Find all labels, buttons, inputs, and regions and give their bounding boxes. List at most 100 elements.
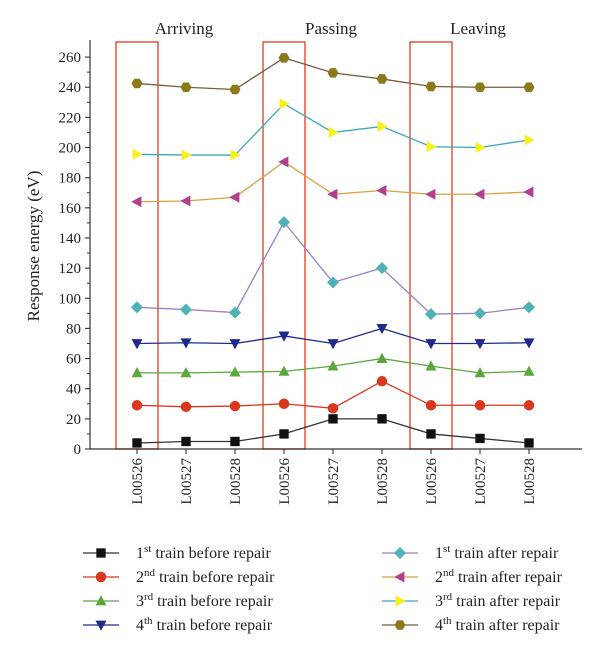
legend-marker [395,595,406,607]
data-point-s8-7 [425,81,437,92]
y-tick-label: 240 [59,80,82,96]
legend-ord: 2 [435,569,443,586]
data-point-s5-7 [424,308,438,321]
data-point-s4-7 [425,339,437,350]
section-label-1: Arriving [155,19,214,38]
legend-ord-suffix: th [144,615,153,627]
legend-ord-suffix: th [443,615,452,627]
data-point-s3-6 [376,352,388,363]
x-tick-label: L00527 [473,458,489,505]
data-point-s4-6 [376,324,388,335]
legend-ord: 1 [435,545,443,562]
data-point-s3-2 [180,367,192,378]
legend-label: 2nd train before repair [136,567,275,586]
legend-ord: 2 [136,569,144,586]
y-tick-label: 20 [66,412,81,428]
legend-rest: train before repair [155,569,275,586]
legend-item-4: 4th train before repair [83,615,273,634]
data-point-s8-6 [376,74,388,84]
data-point-s7-7 [426,141,437,153]
data-point-s5-2 [179,303,193,316]
legend-marker [394,620,406,630]
legend-ord-suffix: rd [144,591,154,603]
y-tick-label: 220 [59,110,82,126]
legend-ord-suffix: st [443,543,450,555]
data-point-s4-5 [327,339,339,350]
data-point-s2-4 [278,398,290,410]
legend-label: 1st train before repair [136,543,272,562]
legend-rest: train after repair [452,617,561,634]
legend-rest: train before repair [151,545,271,562]
y-axis-title: Response energy (eV) [24,171,43,322]
y-tick-label: 40 [66,382,81,398]
legend-rest: train after repair [450,545,559,562]
legend-rest: train before repair [153,617,273,634]
data-point-s6-8 [474,188,485,200]
data-point-s4-2 [180,338,192,349]
legend-rest: train before repair [153,593,273,610]
data-point-s6-3 [229,191,240,203]
legend-marker [95,571,107,583]
data-point-s1-5 [328,414,338,424]
data-point-s7-9 [524,134,535,146]
legend-item-1: 1st train before repair [83,543,272,562]
data-point-s3-5 [327,360,339,371]
x-tick-label: L00526 [424,458,440,505]
data-point-s8-8 [474,82,486,92]
legend-item-2: 2nd train before repair [83,567,275,586]
legend-ord: 3 [136,593,144,610]
y-tick-label: 200 [59,141,82,157]
series-line-5 [136,220,530,315]
data-point-s1-8 [475,433,485,444]
series-markers [130,53,536,448]
data-point-s1-7 [426,429,436,439]
data-point-s3-9 [523,365,535,376]
legend-item-3: 3rd train before repair [83,591,273,610]
data-point-s3-4 [278,365,290,376]
data-point-s4-3 [229,339,241,350]
data-point-s1-3 [230,436,240,447]
section-highlights: Arriving Passing Leaving [115,19,506,450]
data-point-s3-3 [229,366,241,377]
data-point-s6-5 [327,188,338,200]
legend-item-5: 1st train after repair [382,543,559,562]
x-tick-label: L00528 [375,458,391,505]
data-point-s8-9 [523,82,535,92]
section-label-2: Passing [305,19,357,38]
data-point-s8-1 [131,78,143,89]
data-point-s3-8 [474,367,486,378]
data-point-s6-4 [278,156,289,168]
data-point-s4-4 [278,331,290,342]
data-point-s5-4 [277,216,291,229]
y-tick-label: 100 [59,291,82,307]
legend-rest: train after repair [452,593,561,610]
axes: 0 20 40 60 80 100 120 140 160 180 200 220 240 260 L005… [59,40,582,505]
y-tick-label: 260 [59,50,82,66]
legend-label: 3rd train before repair [136,591,273,610]
data-point-s5-6 [375,262,389,275]
data-point-s4-1 [131,339,143,350]
data-point-s6-2 [180,195,191,207]
legend-label: 1st train after repair [435,543,559,562]
data-point-s1-9 [524,438,534,448]
legend-ord-suffix: nd [144,567,156,579]
data-point-s7-3 [230,149,241,161]
section-label-3: Leaving [450,19,506,38]
x-tick-label: L00528 [522,458,538,505]
data-point-s1-1 [132,438,142,448]
y-tick-label: 120 [59,261,82,277]
legend-ord-suffix: rd [443,591,453,603]
data-point-s5-3 [228,306,242,319]
data-point-s8-3 [229,84,241,95]
x-tick-label: L00526 [130,458,146,505]
legend-ord: 1 [136,545,144,562]
data-point-s8-4 [278,53,290,63]
legend-item-7: 3rd train after repair [382,591,561,610]
data-point-s2-7 [425,400,437,411]
x-tick-label: L00528 [228,458,244,505]
y-tick-label: 160 [59,201,82,217]
legend-ord: 4 [136,617,144,634]
data-point-s2-1 [131,400,143,411]
data-point-s8-2 [180,82,192,92]
